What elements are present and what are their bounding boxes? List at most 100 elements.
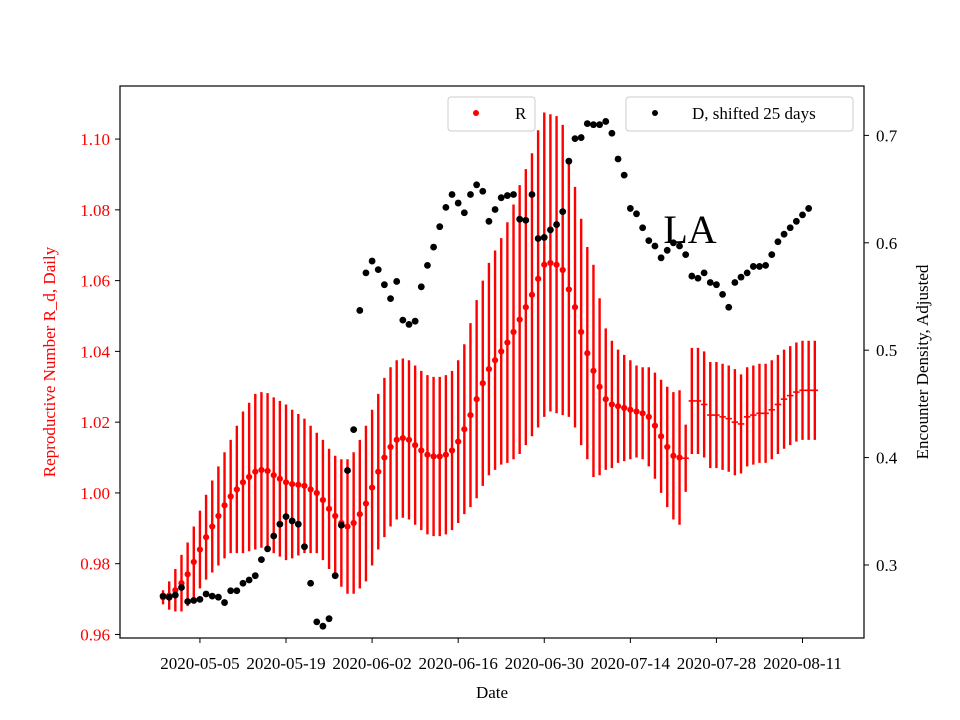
d-point (460, 209, 468, 217)
d-point (448, 191, 456, 198)
r-point (233, 486, 240, 493)
d-point (325, 615, 333, 623)
r-point (405, 436, 413, 443)
r-point (522, 304, 529, 311)
d-point (417, 283, 425, 291)
plot-frame (119, 85, 865, 639)
d-point (202, 590, 210, 598)
y-left-tick-label: 0.98 (80, 555, 110, 574)
d-point (301, 543, 308, 551)
r-point (436, 453, 443, 460)
x-tick-label: 2020-06-02 (332, 654, 411, 673)
d-point (454, 199, 462, 207)
r-point (307, 486, 314, 493)
r-point (430, 453, 437, 460)
legend-d: D, shifted 25 days (625, 96, 854, 132)
r-point (547, 259, 554, 267)
y-right-tick-label: 0.4 (876, 449, 898, 468)
d-point (491, 206, 499, 213)
r-point (657, 433, 665, 440)
d-point (577, 134, 585, 141)
r-point (621, 404, 628, 412)
r-point (190, 558, 197, 566)
d-point (669, 239, 677, 247)
r-point (639, 410, 646, 417)
d-point (362, 269, 370, 277)
d-point (479, 187, 487, 195)
r-point (184, 571, 191, 578)
d-point (725, 303, 733, 311)
d-point (651, 242, 659, 250)
d-point (713, 281, 720, 289)
r-point (239, 479, 247, 486)
d-point (571, 135, 579, 143)
d-point (190, 597, 198, 604)
x-tick-label: 2020-05-05 (160, 654, 239, 673)
d-point (731, 279, 739, 286)
d-point (590, 121, 597, 129)
d-point (626, 205, 634, 212)
d-point (405, 321, 413, 328)
r-point (332, 512, 339, 520)
r-point (301, 482, 308, 489)
d-point (258, 556, 265, 564)
r-point (448, 447, 456, 454)
d-point (620, 171, 628, 179)
x-tick-label: 2020-06-16 (419, 654, 498, 673)
r-point (479, 380, 486, 387)
r-point (467, 411, 474, 419)
r-point (602, 396, 609, 403)
r-point (504, 339, 511, 346)
y-left-tick-label: 1.10 (80, 130, 110, 149)
r-point (590, 367, 597, 374)
d-point (510, 191, 517, 198)
r-point (461, 426, 468, 433)
d-point (768, 251, 776, 259)
d-point (307, 579, 315, 587)
d-point (706, 279, 714, 286)
r-point (596, 383, 603, 390)
d-point (184, 598, 192, 605)
d-point (239, 579, 247, 587)
d-point (387, 295, 394, 303)
y-left-tick-label: 1.04 (80, 342, 110, 361)
d-point (331, 572, 339, 580)
d-point (356, 307, 364, 314)
legend-r-marker (473, 110, 479, 116)
d-point (553, 221, 560, 228)
y-left-tick-label: 0.96 (80, 625, 110, 644)
r-point (571, 304, 579, 311)
d-point (227, 587, 235, 595)
x-tick-label: 2020-07-28 (677, 654, 756, 673)
r-point (221, 502, 228, 509)
d-point (485, 217, 493, 225)
r-point (264, 467, 271, 475)
d-point (614, 155, 622, 163)
r-point (368, 484, 376, 491)
d-point (780, 230, 788, 238)
r-point (172, 587, 179, 594)
d-point (288, 517, 296, 525)
d-point (442, 203, 450, 211)
d-point (663, 246, 671, 254)
d-point (700, 269, 708, 277)
y-left-tick-label: 1.06 (80, 272, 110, 291)
y-left-axis-label: Reproductive Number R_d, Daily (40, 246, 59, 477)
r-point (565, 286, 572, 293)
r-point (412, 442, 419, 449)
d-point (337, 521, 345, 529)
r-point (295, 481, 302, 488)
r-point (528, 291, 536, 298)
legend-r: R (447, 96, 536, 132)
y-right-tick-label: 0.3 (876, 556, 897, 575)
d-points (159, 118, 813, 630)
d-point (350, 426, 358, 434)
r-point (584, 350, 591, 357)
d-point (473, 181, 481, 189)
d-point (221, 599, 228, 606)
d-point (264, 545, 271, 553)
r-point (664, 443, 671, 451)
d-point (676, 242, 683, 250)
d-point (368, 257, 376, 265)
r-point (196, 546, 204, 553)
